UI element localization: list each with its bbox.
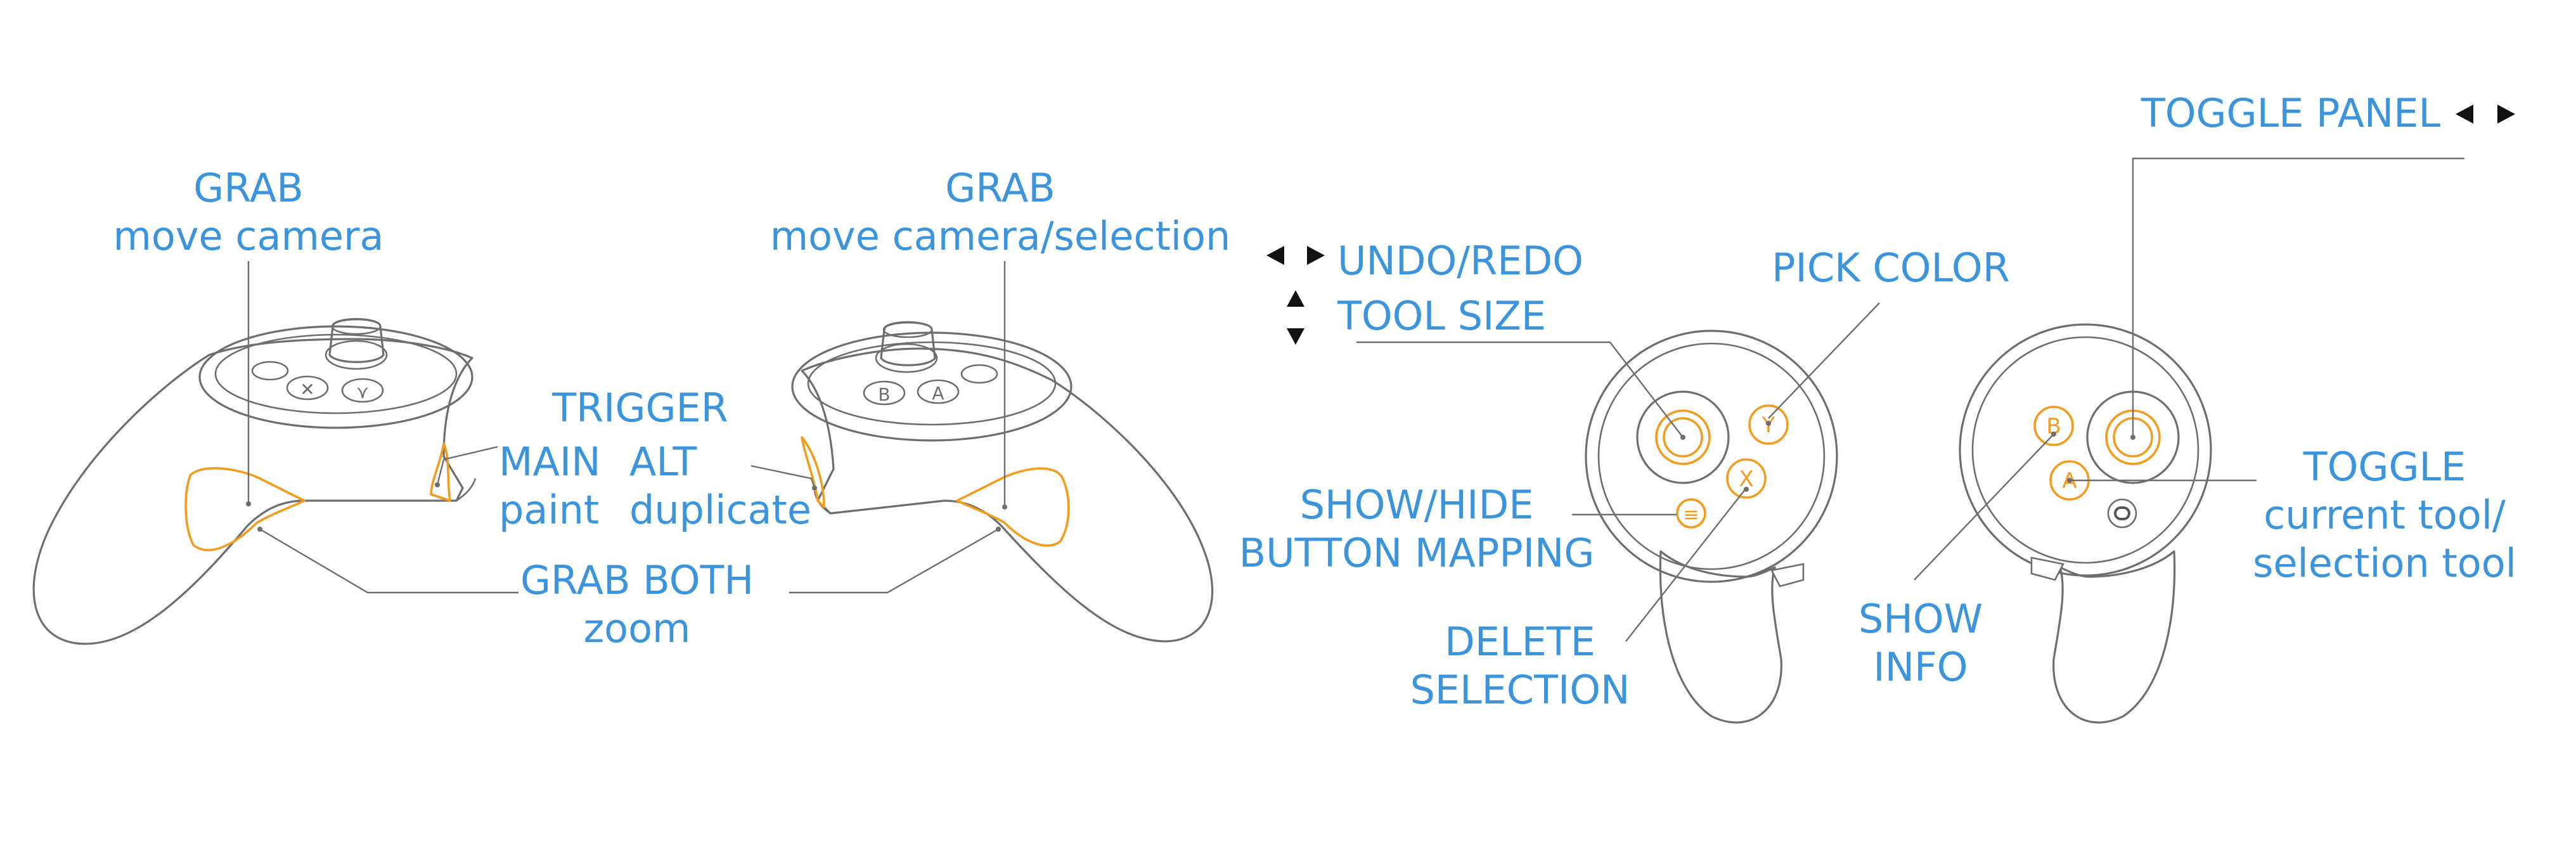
tool-size-arrows-icon: [1287, 290, 1304, 345]
grab-right-subtitle: move camera/selection: [770, 213, 1231, 259]
right-controller-top-view: B A: [1959, 323, 2212, 724]
left-y-glyph: ⋎: [356, 382, 370, 402]
right-controller-side-view: B A: [791, 321, 1214, 643]
alt-label: ALT: [629, 439, 697, 485]
right-grab-button-highlight: [956, 467, 1070, 547]
left-x-button-label: X: [1739, 466, 1753, 492]
toggle-label-line2: current tool/: [2264, 492, 2506, 538]
labels: GRAB move camera GRAB move camera/select…: [113, 90, 2516, 713]
grab-both-label: GRAB BOTH: [520, 557, 754, 603]
left-controller-side-view: ✕ ⋎: [32, 318, 477, 645]
left-thumbstick-highlight: [1655, 409, 1711, 465]
show-hide-label-line2: BUTTON MAPPING: [1239, 530, 1595, 576]
left-controller-top-view: Y X ≡: [1585, 330, 1838, 724]
show-info-label-line2: INFO: [1873, 644, 1967, 690]
left-menu-button-label: ≡: [1683, 504, 1699, 526]
toggle-panel-label: TOGGLE PANEL: [2141, 90, 2441, 136]
delete-label-line2: SELECTION: [1410, 667, 1630, 713]
show-info-label-line1: SHOW: [1858, 596, 1983, 642]
leader-lines: [247, 157, 2464, 642]
left-x-glyph: ✕: [300, 379, 314, 400]
zoom-label: zoom: [584, 605, 691, 652]
toggle-label-line3: selection tool: [2253, 540, 2516, 586]
right-b-glyph: B: [878, 384, 890, 405]
right-a-glyph: A: [932, 383, 944, 404]
delete-label-line1: DELETE: [1445, 619, 1595, 665]
left-x-button: [1726, 458, 1767, 499]
grab-left-title: GRAB: [193, 165, 304, 211]
left-y-button: [1748, 404, 1789, 445]
pick-color-label: PICK COLOR: [1772, 245, 2010, 291]
paint-label: paint: [499, 487, 599, 533]
right-trigger-highlight: [801, 436, 825, 508]
grab-left-subtitle: move camera: [113, 213, 384, 259]
trigger-label: TRIGGER: [551, 385, 728, 431]
oculus-button: [2107, 498, 2137, 529]
tool-size-label: TOOL SIZE: [1337, 293, 1546, 339]
grab-right-title: GRAB: [945, 165, 1055, 211]
undo-redo-arrows-icon: [1266, 246, 1325, 265]
toggle-label-line1: TOGGLE: [2303, 444, 2466, 490]
left-menu-button: [1676, 498, 1706, 529]
duplicate-label: duplicate: [629, 487, 811, 533]
main-label: MAIN: [499, 439, 601, 485]
show-hide-label-line1: SHOW/HIDE: [1300, 482, 1534, 528]
left-grab-button-highlight: [184, 467, 306, 551]
toggle-panel-arrows-icon: [2456, 105, 2515, 124]
right-b-button: [2033, 406, 2074, 446]
undo-redo-label: UNDO/REDO: [1337, 238, 1583, 284]
right-b-button-label: B: [2046, 414, 2061, 439]
